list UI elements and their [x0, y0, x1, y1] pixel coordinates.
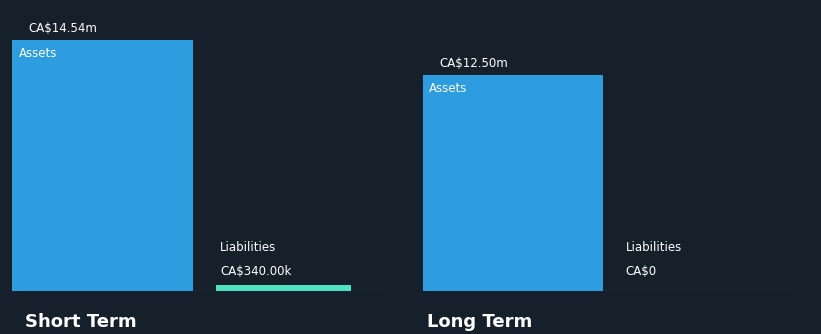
Text: Assets: Assets	[429, 82, 468, 95]
Text: CA$12.50m: CA$12.50m	[439, 57, 508, 70]
Bar	[215, 285, 351, 291]
Bar	[12, 40, 193, 291]
Text: Liabilities: Liabilities	[626, 241, 682, 254]
Text: Assets: Assets	[19, 47, 57, 59]
Text: Short Term: Short Term	[25, 313, 136, 331]
Text: CA$14.54m: CA$14.54m	[29, 22, 98, 35]
Text: Liabilities: Liabilities	[220, 241, 277, 254]
Bar	[423, 75, 603, 291]
Text: Long Term: Long Term	[427, 313, 532, 331]
Text: CA$340.00k: CA$340.00k	[220, 265, 291, 278]
Text: CA$0: CA$0	[626, 265, 657, 278]
